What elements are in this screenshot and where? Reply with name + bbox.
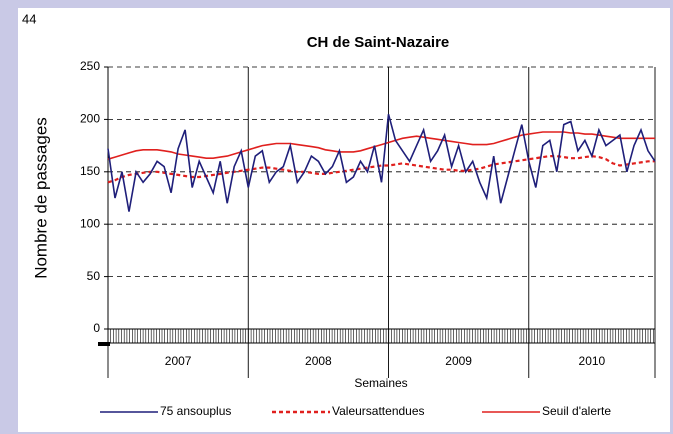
x-tick-label: 2008 <box>305 354 332 368</box>
x-tick-label: 2007 <box>165 354 192 368</box>
legend-label: Seuil d'alerte <box>542 404 611 418</box>
chart-title: CH de Saint-Nazaire <box>307 34 450 51</box>
y-tick-label: 100 <box>80 216 100 230</box>
legend-label: 75 ansouplus <box>160 404 231 418</box>
y-tick-label: 150 <box>80 164 100 178</box>
axis-marker <box>98 342 110 346</box>
y-tick-label: 250 <box>80 59 100 73</box>
x-axis-label: Semaines <box>354 376 407 390</box>
y-axis-label: Nombre de passages <box>31 117 50 279</box>
series-line <box>107 113 656 212</box>
series-line <box>107 154 655 184</box>
y-tick-label: 0 <box>93 321 100 335</box>
x-tick-label: 2009 <box>445 354 472 368</box>
panel <box>18 8 670 432</box>
page-number: 44 <box>22 11 36 26</box>
y-tick-label: 50 <box>87 269 101 283</box>
y-tick-label: 200 <box>80 112 100 126</box>
x-tick-label: 2010 <box>579 354 606 368</box>
series-line <box>107 131 655 160</box>
legend-label: Valeursattendues <box>332 404 425 418</box>
